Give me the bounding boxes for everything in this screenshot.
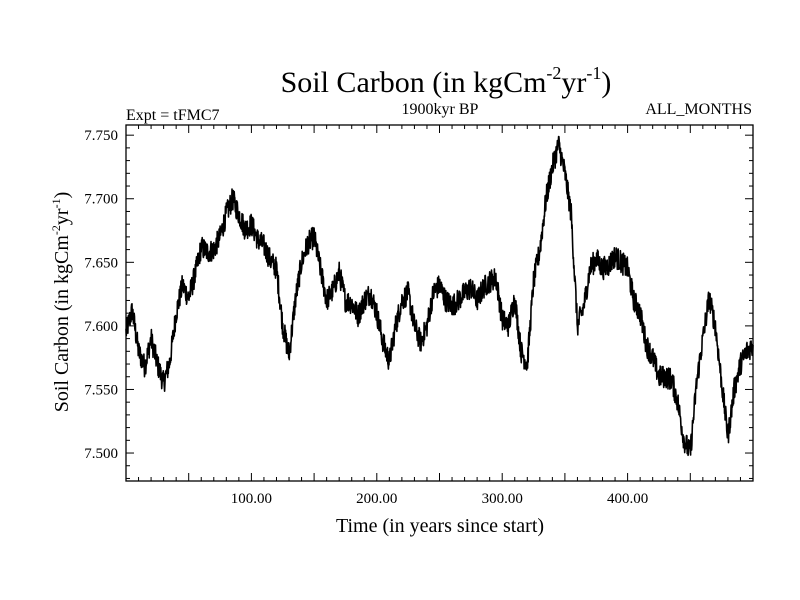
y-axis-label-exp2: -1 bbox=[49, 198, 63, 208]
y-axis-label-exp1: -2 bbox=[49, 225, 63, 235]
series-layer bbox=[125, 135, 754, 457]
chart-title: Soil Carbon (in kgCm-2yr-1) bbox=[281, 63, 612, 99]
series-line-0 bbox=[125, 135, 754, 457]
y-tick-label: 7.550 bbox=[84, 382, 118, 398]
y-axis-label-end: ) bbox=[51, 192, 73, 199]
y-tick-label: 7.600 bbox=[84, 319, 118, 335]
y-tick-label: 7.500 bbox=[84, 446, 118, 462]
x-axis-label: Time (in years since start) bbox=[336, 515, 544, 537]
chart-title-end: ) bbox=[601, 66, 611, 99]
x-axis-ticks: 100.00 200.00 300.00 400.00 bbox=[138, 125, 741, 507]
x-tick-label: 300.00 bbox=[482, 491, 523, 507]
chart-title-mid: yr bbox=[561, 66, 586, 99]
x-tick-label: 400.00 bbox=[607, 491, 648, 507]
chart-subtitle-left: Expt = tFMC7 bbox=[126, 107, 219, 124]
plot-frame bbox=[125, 124, 754, 482]
y-axis-label: Soil Carbon (in kgCm-2yr-1) bbox=[49, 192, 73, 413]
chart-subtitle-center: 1900kyr BP bbox=[402, 101, 479, 118]
y-tick-label: 7.650 bbox=[84, 255, 118, 271]
y-axis-label-mid: yr bbox=[51, 208, 73, 225]
chart-subtitle-right: ALL_MONTHS bbox=[645, 101, 752, 118]
y-axis-ticks: 7.500 7.550 7.600 7.650 7.700 7.750 bbox=[84, 128, 753, 479]
chart-title-exp2: -1 bbox=[586, 63, 601, 83]
chart-title-exp1: -2 bbox=[546, 63, 561, 83]
y-tick-label: 7.750 bbox=[84, 128, 118, 144]
x-tick-label: 100.00 bbox=[231, 491, 272, 507]
y-tick-label: 7.700 bbox=[84, 192, 118, 208]
chart-title-main: Soil Carbon (in kgCm bbox=[281, 66, 547, 99]
y-axis-label-main: Soil Carbon (in kgCm bbox=[51, 235, 73, 413]
x-tick-label: 200.00 bbox=[356, 491, 397, 507]
